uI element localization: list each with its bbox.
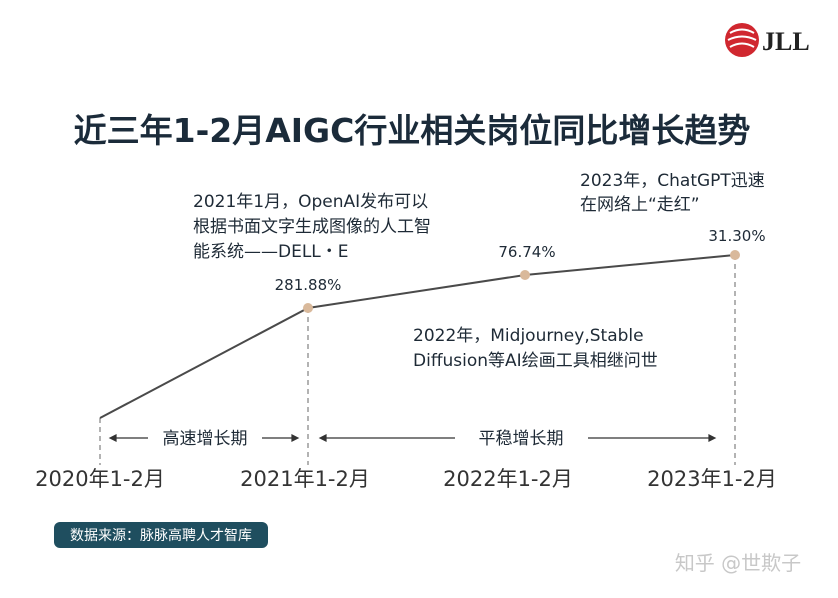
x-label: 2020年1-2月 (35, 467, 165, 491)
logo: JLL (725, 23, 810, 57)
period-label: 高速增长期 (163, 429, 248, 449)
period-label: 平稳增长期 (479, 429, 564, 449)
trend-line (99, 254, 736, 419)
logo-text: JLL (762, 27, 810, 56)
x-label: 2021年1-2月 (240, 467, 370, 491)
point-label: 76.74% (498, 243, 555, 261)
annotation-line: 2022年，Midjourney,Stable (413, 326, 644, 346)
annotation-line: 能系统——DELL・E (193, 242, 349, 262)
title: 近三年1-2月AIGC行业相关岗位同比增长趋势 (74, 111, 751, 150)
annotation-line: 2021年1月，OpenAI发布可以 (193, 192, 428, 212)
source-box (54, 522, 268, 548)
annotation-line: 根据书面文字生成图像的人工智 (193, 217, 431, 237)
source: 数据来源：脉脉高聘人才智库 (70, 527, 252, 544)
guides (99, 255, 736, 465)
points (303, 250, 740, 313)
point-label: 281.88% (275, 276, 342, 294)
point-label: 31.30% (708, 227, 765, 245)
annotation-line: 在网络上“走红” (580, 195, 700, 215)
period-arrows (108, 434, 717, 442)
x-label: 2022年1-2月 (443, 467, 573, 491)
annotation-line: 2023年，ChatGPT迅速 (580, 171, 765, 191)
annotation-line: Diffusion等AI绘画工具相继问世 (413, 351, 658, 371)
x-label: 2023年1-2月 (647, 467, 777, 491)
watermark: 知乎 @世欺子 (675, 551, 801, 575)
